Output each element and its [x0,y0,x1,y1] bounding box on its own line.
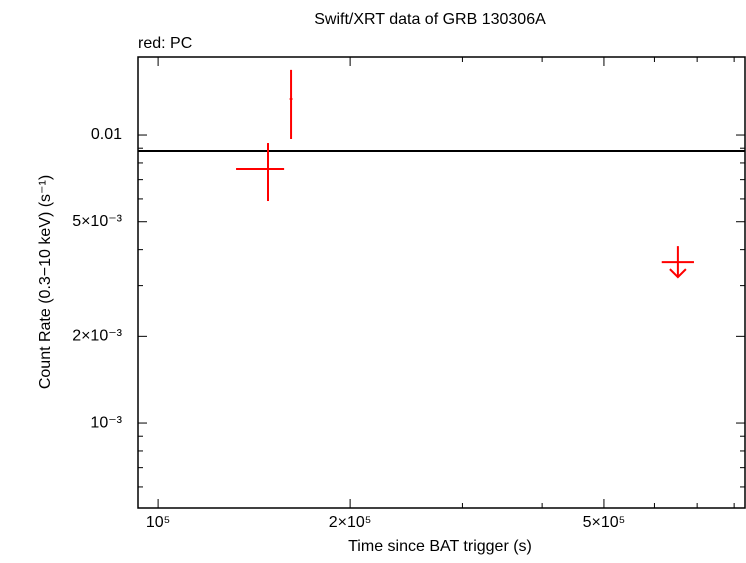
x-tick-label: 2×10⁵ [329,514,372,531]
upper-limit-arrow [669,268,687,279]
x-tick-label: 5×10⁵ [583,514,626,531]
y-tick-label: 2×10⁻³ [72,328,122,345]
x-axis-label: Time since BAT trigger (s) [348,538,532,555]
annotation: red: PC [138,35,192,52]
x-tick-label: 10⁵ [146,514,170,531]
y-tick-label: 0.01 [91,126,122,143]
y-tick-label: 5×10⁻³ [72,213,122,230]
y-axis-label: Count Rate (0.3−10 keV) (s⁻¹) [37,175,54,389]
chart-title: Swift/XRT data of GRB 130306A [314,11,546,28]
plot-frame [137,56,746,509]
y-tick-label: 10⁻³ [90,414,122,431]
